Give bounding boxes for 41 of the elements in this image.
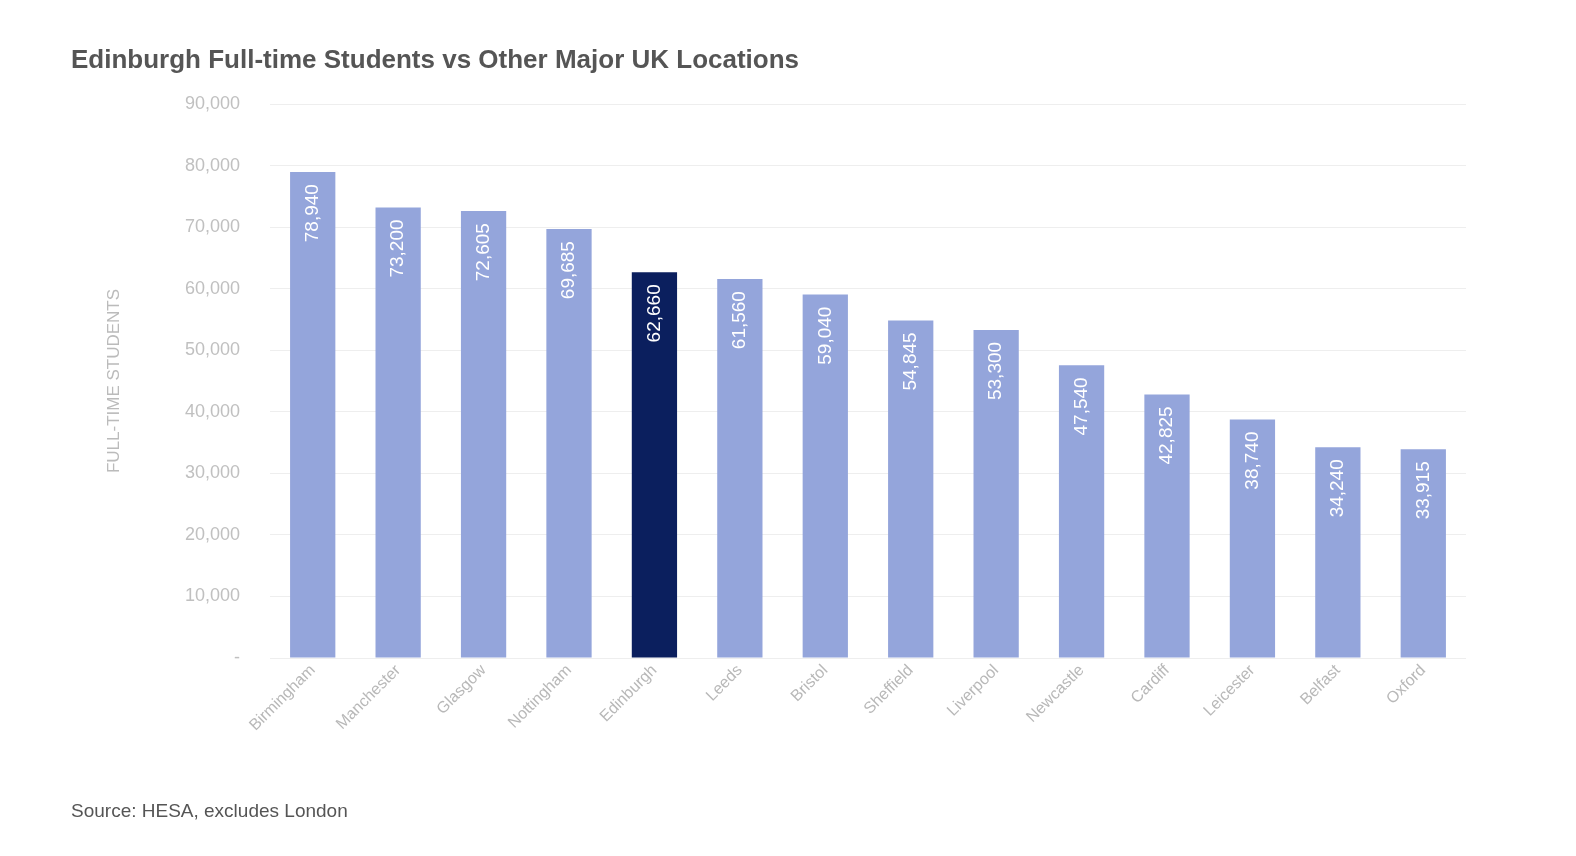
data-label: 69,685	[557, 241, 579, 300]
y-tick-label: 40,000	[184, 400, 240, 421]
data-label: 62,660	[642, 284, 664, 343]
bar	[290, 172, 336, 658]
bar	[460, 211, 507, 658]
data-label: 47,540	[1069, 377, 1091, 436]
y-tick-label: 10,000	[184, 585, 240, 606]
bar	[1315, 447, 1361, 658]
source-note: Source: HESA, excludes London	[71, 800, 348, 822]
y-tick-label: 20,000	[184, 523, 240, 544]
bar	[1229, 419, 1276, 658]
bar	[1058, 365, 1105, 658]
chart-title: Edinburgh Full-time Students vs Other Major UK Locations	[71, 44, 800, 75]
bar	[631, 272, 678, 658]
data-label: 59,040	[813, 306, 835, 365]
data-label: 54,845	[898, 332, 920, 391]
bar	[888, 320, 934, 658]
data-label: 38,740	[1240, 431, 1262, 490]
y-tick-label: 90,000	[184, 92, 240, 113]
y-tick-label: 50,000	[184, 339, 240, 360]
bar	[1400, 449, 1446, 658]
bar	[546, 229, 592, 658]
data-label: 61,560	[728, 291, 750, 350]
bar	[802, 294, 848, 658]
y-axis-title: FULL-TIME STUDENTS	[103, 288, 123, 474]
data-label: 34,240	[1326, 459, 1348, 518]
data-label: 53,300	[984, 341, 1006, 401]
data-label: 73,200	[386, 219, 408, 278]
y-tick-label: 30,000	[184, 462, 240, 483]
y-tick-label: 80,000	[184, 154, 240, 175]
y-tick-label: -	[234, 646, 240, 667]
data-label: 78,940	[300, 184, 322, 243]
data-label: 33,915	[1411, 461, 1433, 520]
y-tick-label: 70,000	[184, 216, 240, 237]
bar	[375, 207, 421, 658]
bar	[717, 279, 763, 658]
data-label: 72,605	[471, 223, 493, 282]
bar	[973, 329, 1019, 658]
y-tick-label: 60,000	[184, 277, 240, 298]
bar	[1144, 394, 1190, 658]
data-label: 42,825	[1155, 406, 1177, 465]
